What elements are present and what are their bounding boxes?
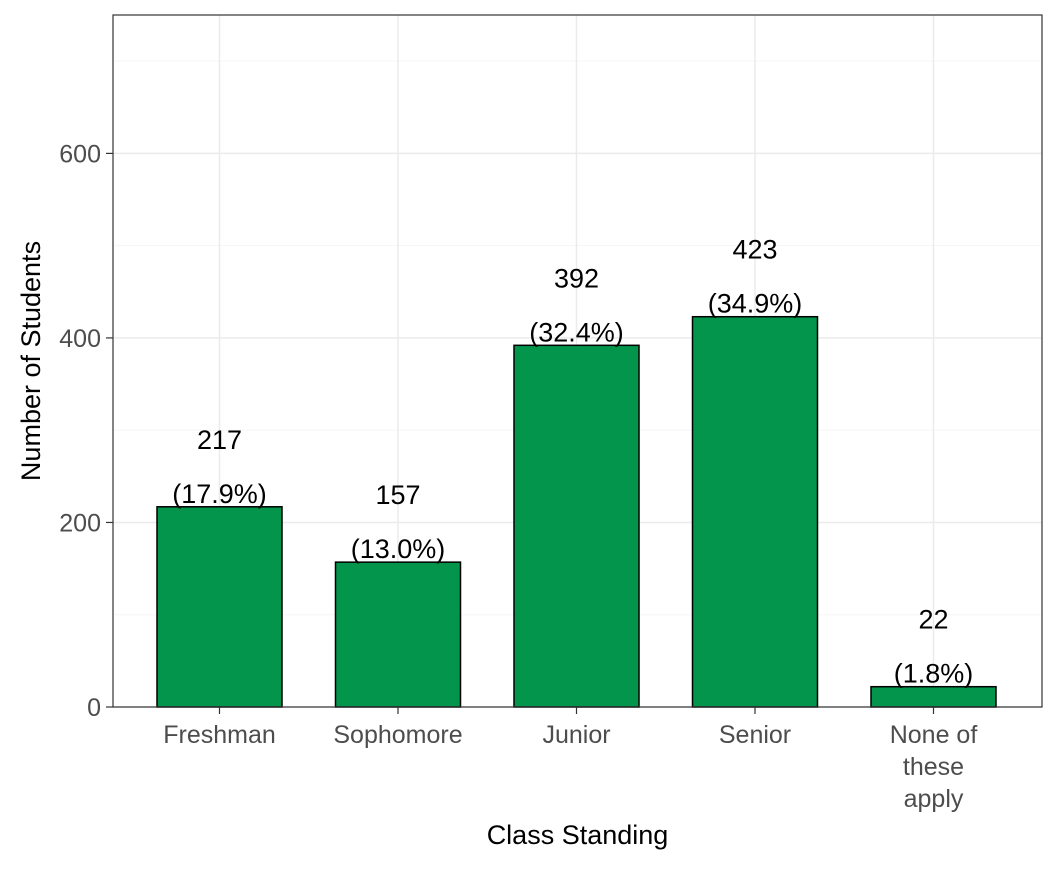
percent-label: (13.0%)	[351, 534, 446, 564]
value-label: 22	[918, 605, 948, 635]
bars	[156, 315, 997, 708]
percent-label: (32.4%)	[529, 317, 624, 347]
x-tick-label: Junior	[542, 721, 610, 749]
percent-label: (34.9%)	[708, 289, 803, 319]
x-tick-label: Freshman	[163, 721, 276, 749]
axes: 0 200 400 600 Freshman Sophomore Junior Senior N…	[59, 140, 977, 813]
y-tick-label: 200	[59, 509, 101, 537]
x-tick-label: Senior	[719, 721, 791, 749]
percent-label: (1.8%)	[894, 659, 974, 689]
x-axis-title: Class Standing	[487, 820, 669, 850]
bar-2	[513, 344, 640, 708]
value-label: 392	[554, 263, 599, 293]
value-label: 423	[732, 235, 777, 265]
y-axis-title: Number of Students	[16, 241, 46, 481]
bar-0	[156, 506, 283, 708]
value-label: 157	[375, 480, 420, 510]
data-labels: 217 (17.9%) 157 (13.0%) 392 (32.4%) 423 (34.9%)…	[172, 235, 973, 689]
y-tick-label: 600	[59, 140, 101, 168]
panel-border	[112, 14, 1043, 708]
percent-label: (17.9%)	[172, 479, 267, 509]
bar-4	[870, 685, 997, 708]
bar-1	[334, 561, 462, 708]
value-label: 217	[197, 425, 242, 455]
x-tick-label: None of these apply	[890, 721, 978, 813]
bar-3	[691, 315, 819, 708]
x-tick-label: Sophomore	[333, 721, 462, 749]
y-tick-label: 0	[87, 694, 101, 722]
y-tick-label: 400	[59, 325, 101, 353]
